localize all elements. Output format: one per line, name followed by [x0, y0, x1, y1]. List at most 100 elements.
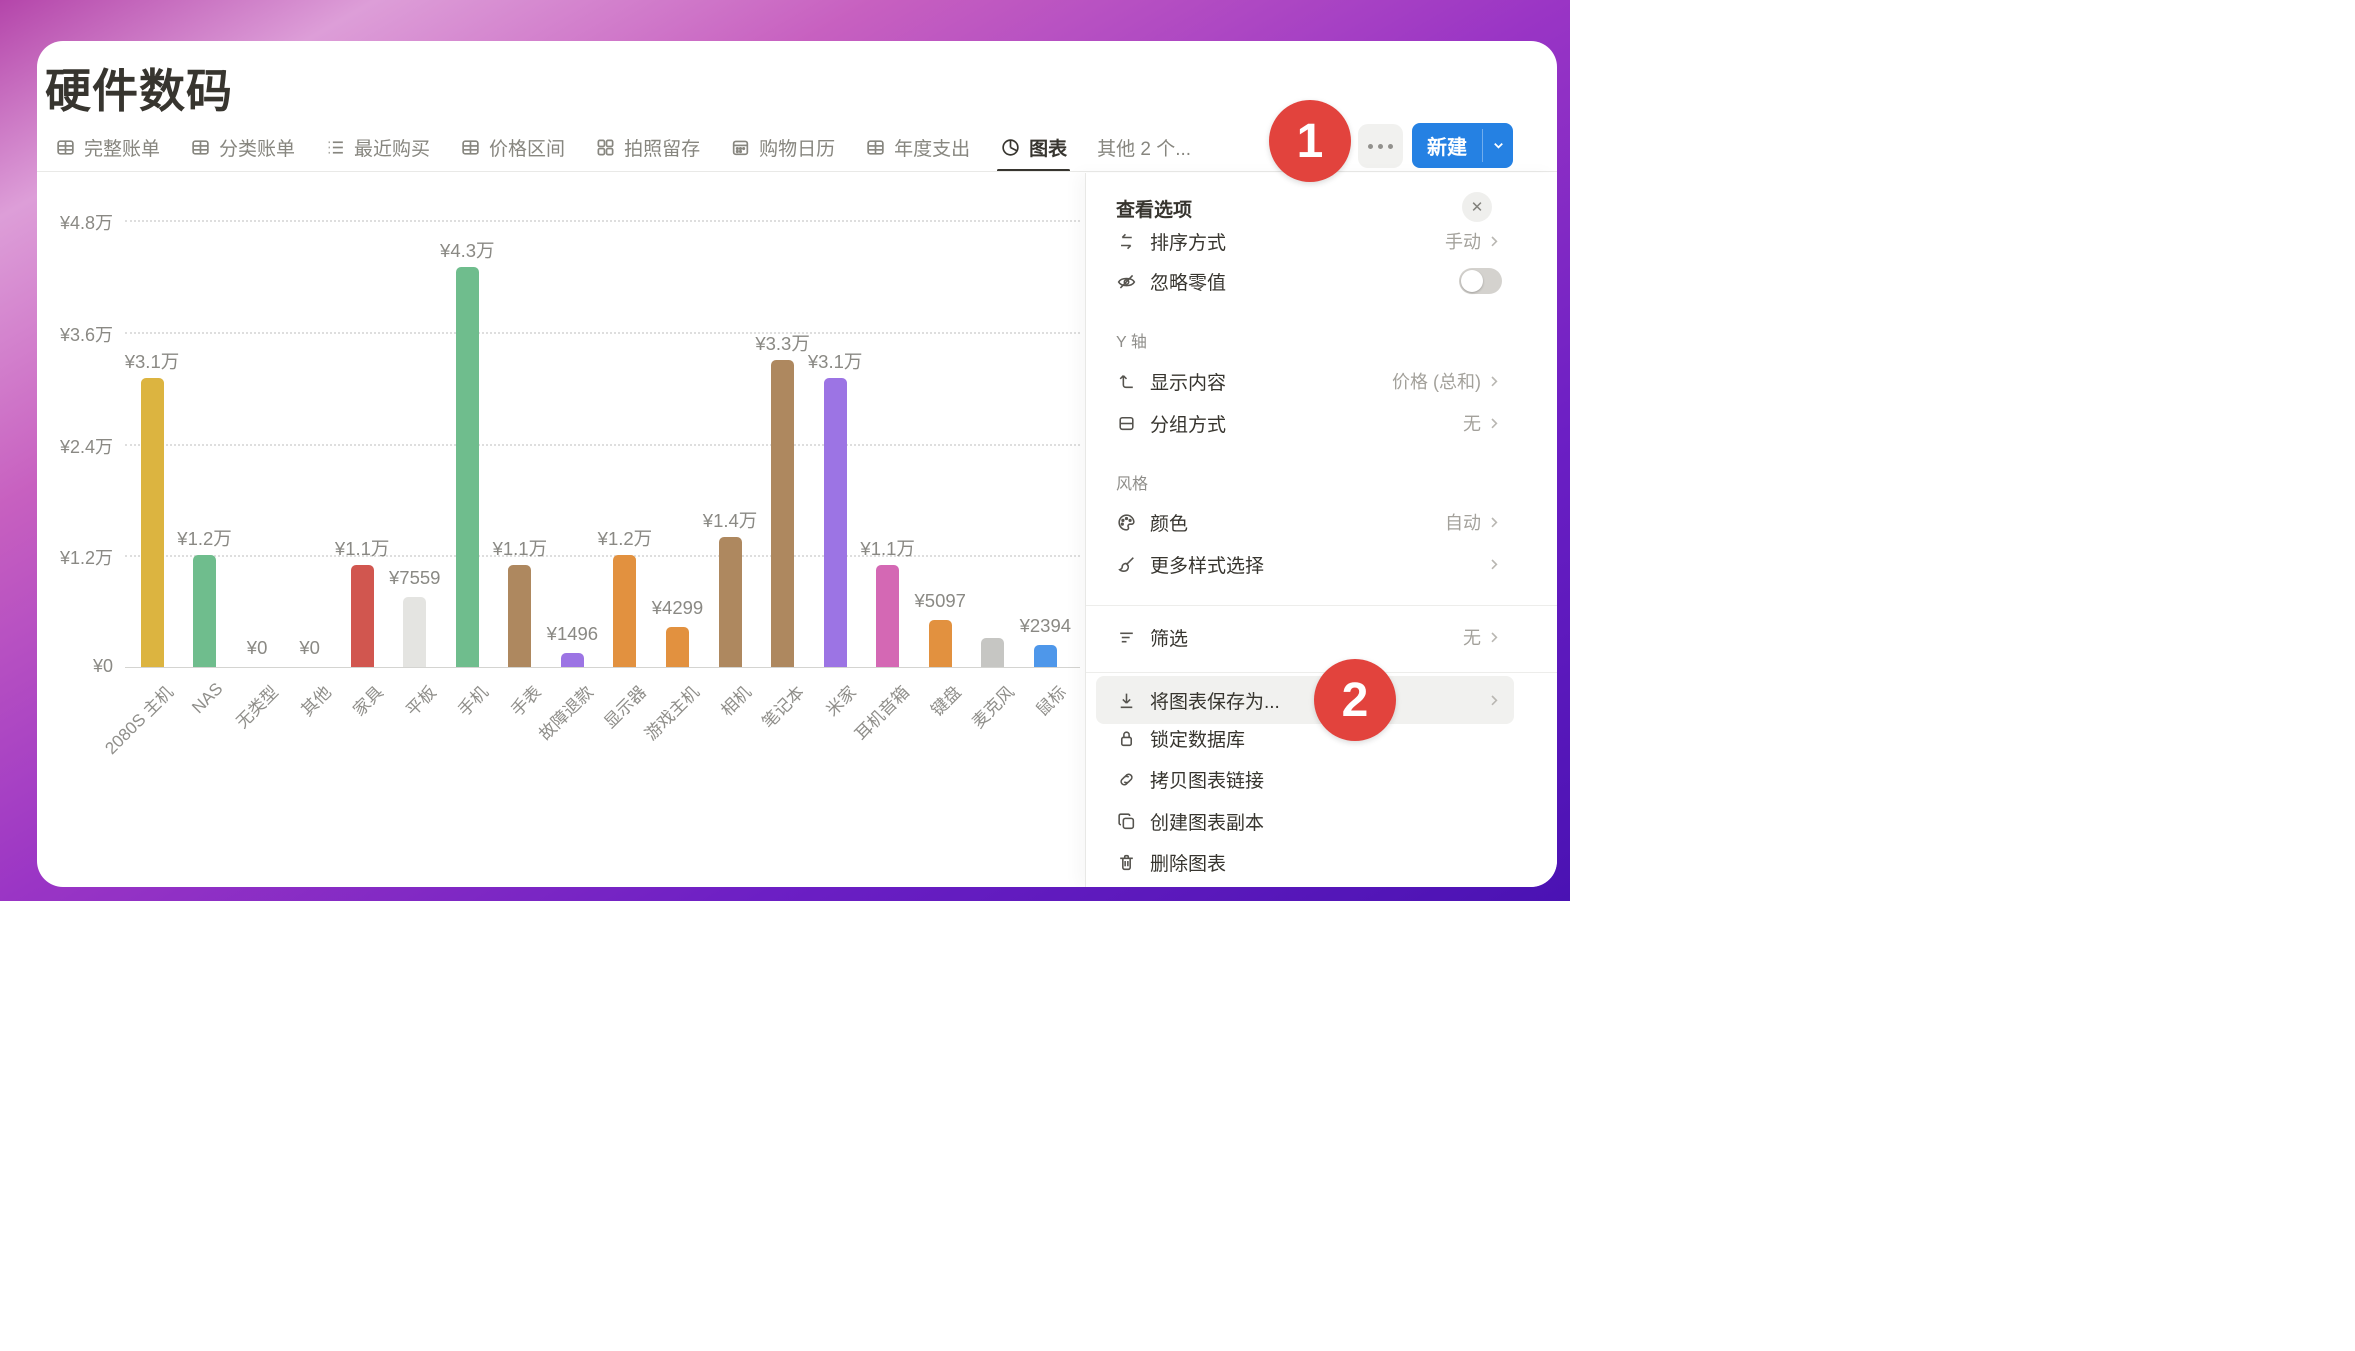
group-rows-icon [1119, 416, 1134, 430]
view-tab-2[interactable]: 分类账单 [190, 123, 295, 172]
chart-bar[interactable] [403, 596, 427, 667]
view-tab-8[interactable]: 图表 [997, 123, 1071, 172]
chart-value-label: ¥5097 [914, 589, 966, 611]
chart-value-label: ¥1.1万 [492, 537, 548, 559]
menu-item-value: 自动 [1445, 513, 1481, 533]
list-icon [328, 141, 343, 154]
chart-value-label: ¥3.1万 [807, 351, 863, 373]
view-tab-6[interactable]: 购物日历 [730, 123, 835, 172]
chevron-right-icon [1491, 376, 1498, 387]
chevron-right-icon [1491, 517, 1498, 528]
view-tab-label: 价格区间 [489, 139, 566, 160]
more-options-button[interactable] [1358, 124, 1403, 168]
menu-item-save-chart-as[interactable]: 将图表保存为... [1096, 676, 1514, 724]
chart-gridline [125, 443, 1080, 446]
tabbar-divider [37, 171, 1557, 172]
sort-arrows-icon [1121, 233, 1132, 249]
chart-gridline [125, 555, 1080, 558]
menu-item-delete-chart[interactable]: 删除图表 [1096, 842, 1514, 882]
view-tab-label: 其他 2 个... [1097, 139, 1192, 160]
view-tab-9[interactable]: 其他 2 个... [1097, 123, 1191, 172]
chart-bar[interactable] [455, 266, 479, 667]
chart-gridline [125, 667, 1080, 668]
chart-value-label: ¥1496 [546, 623, 599, 645]
menu-item-display-content[interactable]: 显示内容 价格 (总和) [1096, 361, 1514, 401]
menu-item-label: 颜色 [1150, 513, 1189, 535]
chart-value-label: ¥3.3万 [755, 332, 810, 354]
chart-value-label: ¥4299 [651, 596, 704, 618]
chart-value-label: ¥4.3万 [440, 239, 495, 261]
chart-bar[interactable] [560, 653, 584, 667]
menu-item-value: 手动 [1445, 232, 1481, 252]
view-tab-5[interactable]: 拍照留存 [595, 123, 700, 172]
chart-value-label: ¥1.2万 [177, 528, 232, 550]
menu-item-value: 无 [1463, 414, 1481, 434]
menu-item-label: 排序方式 [1150, 232, 1227, 254]
chart-value-label: ¥2394 [1019, 614, 1072, 636]
menu-item-ignore-zero[interactable]: 忽略零值 [1096, 261, 1514, 301]
view-tab-label: 年度支出 [894, 139, 971, 160]
chart-bar[interactable] [981, 637, 1005, 667]
view-tabbar: 完整账单 分类账单 最近购买 价格区间 拍照留存 购物日历 年度支出 图表 其他 2 个... [55, 123, 1191, 172]
toggle-knob [1461, 270, 1483, 292]
new-button-label[interactable]: 新建 [1427, 137, 1467, 159]
menu-divider [1086, 672, 1557, 673]
menu-item-label: 分组方式 [1150, 414, 1227, 436]
trash-icon [1120, 854, 1133, 870]
chart-gridline [125, 220, 1080, 222]
menu-item-duplicate-chart[interactable]: 创建图表副本 [1096, 801, 1514, 841]
view-tab-3[interactable]: 最近购买 [325, 123, 430, 172]
chart-bar[interactable] [1033, 644, 1057, 667]
menu-item-value: 价格 (总和) [1392, 372, 1481, 392]
menu-item-filter[interactable]: 筛选 无 [1096, 617, 1514, 657]
close-icon[interactable]: ✕ [1462, 192, 1492, 222]
chart-value-label: ¥0 [299, 637, 320, 658]
ignore-zero-toggle[interactable] [1459, 268, 1502, 294]
chart-bar[interactable] [771, 359, 795, 667]
chevron-right-icon [1491, 236, 1498, 247]
new-button[interactable]: 新建 [1412, 123, 1513, 168]
gradient-frame: 硬件数码 完整账单 分类账单 最近购买 价格区间 拍照留存 购物日历 年度支出 图表 其他 2 … [0, 0, 1570, 901]
chart-bar[interactable] [928, 619, 952, 667]
table-icon [57, 140, 74, 155]
view-tab-1[interactable]: 完整账单 [55, 123, 160, 172]
view-tab-label: 完整账单 [84, 139, 161, 160]
turn-up-arrow-icon [1119, 374, 1133, 388]
menu-item-lock-database[interactable]: 锁定数据库 [1096, 718, 1514, 758]
calendar-icon [732, 140, 749, 156]
filter-lines-icon [1120, 632, 1133, 642]
chart-bar[interactable] [350, 564, 374, 667]
chart-y-tick-label: ¥1.2万 [59, 548, 113, 569]
chart-bar[interactable] [718, 536, 742, 667]
menu-item-group-by[interactable]: 分组方式 无 [1096, 403, 1514, 443]
ellipsis-icon [1378, 143, 1383, 149]
menu-item-label: 将图表保存为... [1150, 691, 1280, 713]
menu-divider [1086, 605, 1557, 606]
chart-bar[interactable] [666, 626, 689, 667]
menu-item-color[interactable]: 颜色 自动 [1096, 502, 1514, 542]
menu-item-sort[interactable]: 排序方式 手动 [1096, 221, 1514, 261]
chart-value-label: ¥1.1万 [334, 537, 390, 559]
new-button-dropdown[interactable] [1483, 123, 1513, 168]
menu-item-more-styles[interactable]: 更多样式选择 [1096, 544, 1514, 584]
chart-bar[interactable] [876, 564, 900, 667]
chart-y-tick-label: ¥0 [92, 656, 113, 676]
chart-bar[interactable] [613, 555, 637, 667]
chart-bar[interactable] [140, 378, 164, 667]
chart-value-label: ¥1.4万 [702, 509, 758, 531]
view-tab-label: 分类账单 [219, 139, 296, 160]
chart-bar[interactable] [508, 564, 532, 667]
view-tab-7[interactable]: 年度支出 [865, 123, 970, 172]
chart-value-label: ¥1.2万 [597, 528, 653, 550]
section-style: 风格 [1116, 476, 1149, 493]
chart-bar[interactable] [823, 378, 847, 667]
view-tab-label: 拍照留存 [624, 139, 701, 160]
view-tab-4[interactable]: 价格区间 [460, 123, 565, 172]
view-tab-label: 图表 [1029, 139, 1068, 160]
table-icon [192, 140, 209, 155]
chart-bar[interactable] [193, 555, 217, 667]
menu-item-copy-chart-link[interactable]: 拷贝图表链接 [1096, 759, 1514, 799]
menu-item-label: 锁定数据库 [1150, 729, 1246, 751]
new-button-separator [1482, 129, 1483, 162]
menu-item-label: 忽略零值 [1150, 272, 1227, 294]
